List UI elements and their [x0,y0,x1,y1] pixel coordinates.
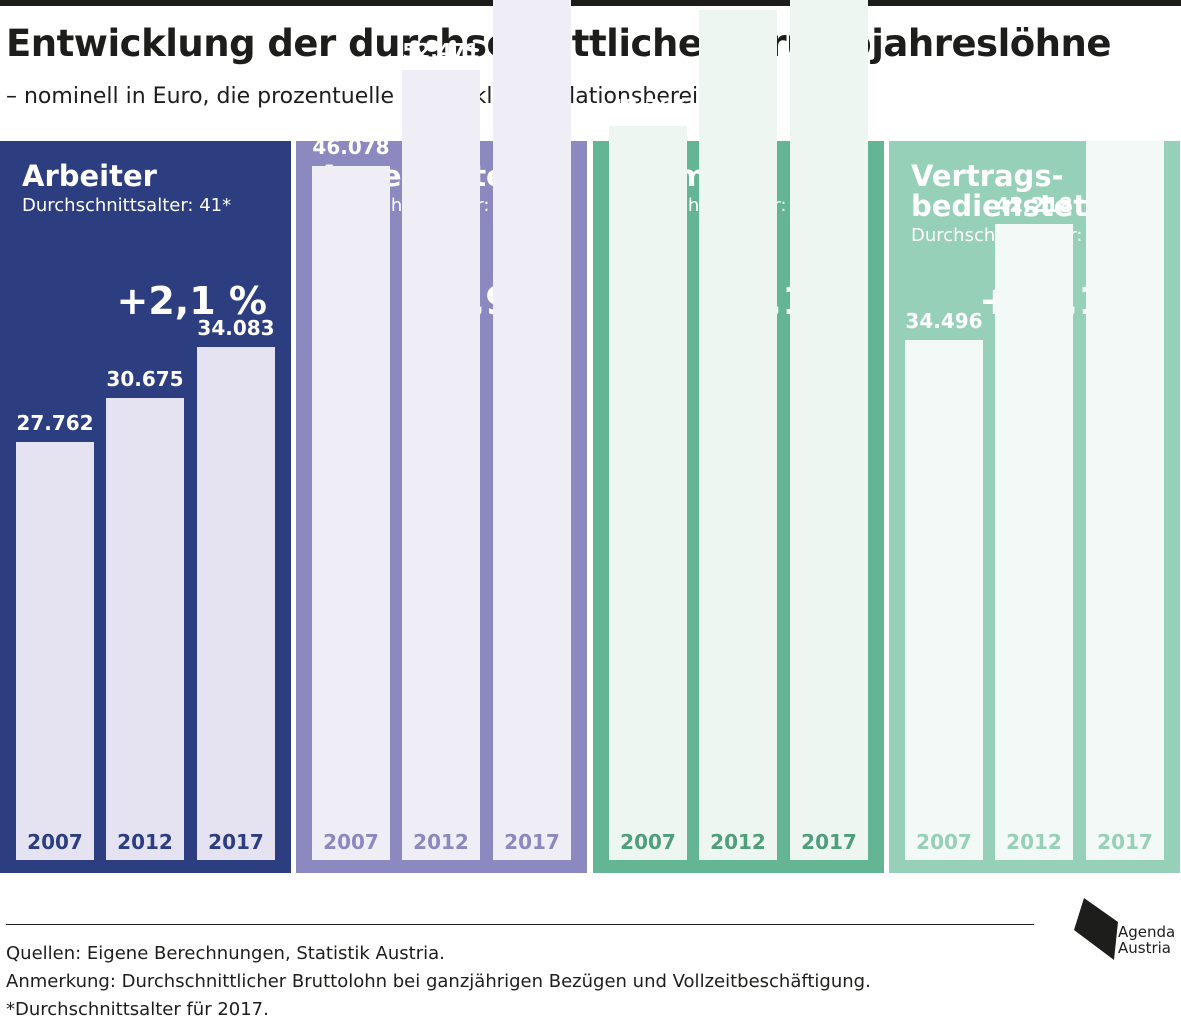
bar: 2012 [699,10,777,860]
x-tick-label: 2007 [27,830,83,854]
data-label: 52.471 [402,39,480,63]
logo-mark-icon [1074,898,1118,960]
data-label: 34.083 [197,316,275,340]
top-rule [0,0,1181,6]
series-name: Arbeiter [22,159,157,193]
data-label: 27.762 [16,411,94,435]
bar: 2017 [1086,141,1164,860]
data-label: 47.763 [1086,110,1164,134]
agenda-austria-logo: Agenda Austria [1070,894,1180,964]
x-tick-label: 2012 [117,830,173,854]
chart-subtitle: – nominell in Euro, die prozentuelle Ent… [6,84,741,109]
data-label: 34.496 [905,309,983,333]
data-label: 30.675 [106,367,184,391]
x-tick-label: 2017 [1097,830,1153,854]
bar: 2012 [995,224,1073,860]
panel-3: Vertrags-bediensteteDurchschnittsalter: … [889,110,1180,873]
remark-note: Anmerkung: Durchschnittlicher Bruttolohn… [6,971,871,992]
bar: 2007 [312,166,390,860]
bar: 2017 [493,0,571,860]
series-age-label: Durchschnittsalter: 41* [22,195,232,216]
x-tick-label: 2017 [208,830,264,854]
data-label: 48.765 [609,95,687,119]
logo-line-2: Austria [1118,939,1171,957]
logo-text: Agenda Austria [1118,924,1175,956]
data-label: 46.078 [312,135,390,159]
bar: 2017 [197,347,275,860]
source-note: Quellen: Eigene Berechnungen, Statistik … [6,943,445,964]
x-tick-label: 2007 [323,830,379,854]
x-tick-label: 2017 [504,830,560,854]
footer-notes: Quellen: Eigene Berechnungen, Statistik … [6,940,871,1024]
data-label: 42.218 [995,193,1073,217]
panel-0: Arbeiter Durchschnittsalter: 41* +2,1 % 200… [0,141,291,873]
bar: 2017 [790,0,868,860]
age-note: *Durchschnittsalter für 2017. [6,999,269,1020]
x-tick-label: 2012 [710,830,766,854]
x-tick-label: 2007 [916,830,972,854]
x-tick-label: 2012 [413,830,469,854]
bar: 2012 [106,398,184,860]
x-tick-label: 2017 [801,830,857,854]
bar: 2007 [609,126,687,860]
x-tick-label: 2007 [620,830,676,854]
logo-line-1: Agenda [1118,923,1176,941]
x-tick-label: 2012 [1006,830,1062,854]
series-name: Vertrags-bedienstete [911,159,1107,223]
series-change-label: +2,1 % [116,279,267,323]
bar: 2007 [905,340,983,860]
panel-1: AngestellteDurchschnittsalter: 41*+5,9 %… [296,0,587,873]
footer-rule [6,924,1034,925]
bar: 2012 [402,70,480,860]
bar: 2007 [16,442,94,860]
panel-2: BeamteDurchschnittsalter: 51*+7,1 %20074… [593,0,884,873]
data-label: 56.445 [683,0,793,3]
